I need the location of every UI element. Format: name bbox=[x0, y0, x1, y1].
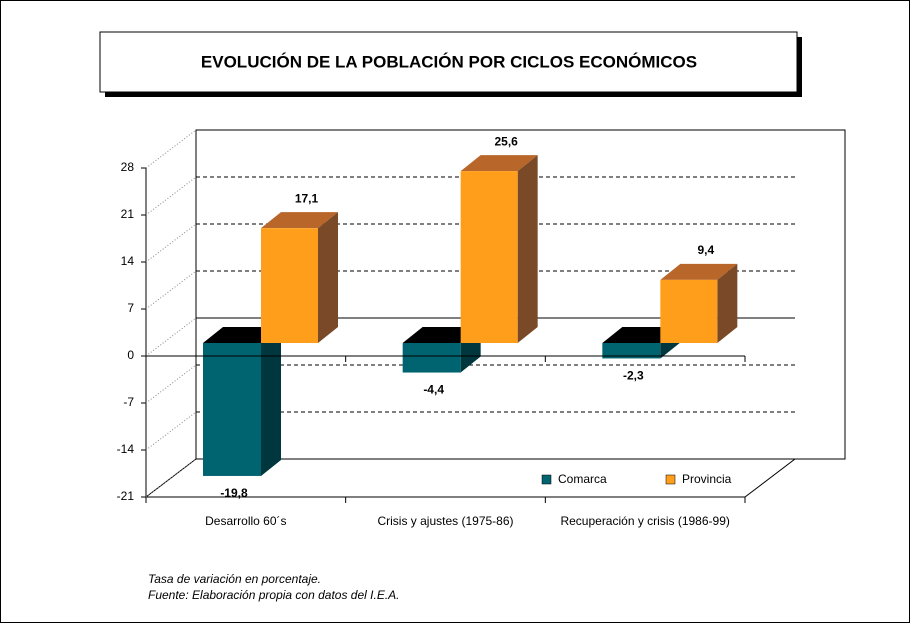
y-tick-label: 14 bbox=[121, 254, 135, 268]
grid-diagonal bbox=[145, 411, 197, 451]
bar-front bbox=[203, 343, 261, 476]
value-label: 17,1 bbox=[295, 191, 319, 205]
bar bbox=[203, 327, 281, 476]
bar-top bbox=[460, 155, 538, 172]
back-wall bbox=[195, 129, 846, 460]
grid-diagonal bbox=[145, 364, 197, 404]
value-label: 9,4 bbox=[697, 243, 714, 257]
bar-front bbox=[660, 279, 718, 343]
y-tick-label: -14 bbox=[117, 442, 135, 456]
bar-side bbox=[717, 263, 738, 343]
bar-front bbox=[261, 228, 318, 343]
grid-diagonal bbox=[145, 223, 197, 263]
legend-swatch bbox=[541, 474, 552, 485]
value-label: -2,3 bbox=[623, 369, 644, 383]
bar bbox=[660, 263, 738, 343]
y-tick-label: 21 bbox=[121, 207, 135, 221]
bar-front bbox=[402, 343, 461, 373]
footnote: Fuente: Elaboración propia con datos del… bbox=[148, 588, 400, 602]
value-label: -4,4 bbox=[423, 383, 444, 397]
bar bbox=[261, 212, 338, 343]
bar-side bbox=[517, 155, 538, 343]
value-label: -19,8 bbox=[220, 486, 248, 500]
bar-side bbox=[261, 327, 281, 476]
grid-diagonal bbox=[145, 129, 197, 169]
chart-title: EVOLUCIÓN DE LA POBLACIÓN POR CICLOS ECO… bbox=[201, 52, 697, 71]
bar-front bbox=[460, 171, 518, 343]
footnote: Tasa de variación en porcentaje. bbox=[148, 572, 322, 586]
bar-top bbox=[660, 263, 738, 280]
legend-label: Comarca bbox=[558, 472, 607, 486]
y-tick-label: -21 bbox=[117, 489, 135, 503]
x-tick-label: Crisis y ajustes (1975-86) bbox=[377, 514, 514, 528]
value-label: 25,6 bbox=[494, 134, 518, 148]
bar-top bbox=[261, 212, 338, 229]
grid-diagonal bbox=[145, 176, 197, 216]
bar-side bbox=[318, 212, 338, 343]
y-tick-label: 7 bbox=[127, 301, 134, 315]
grid-diagonal bbox=[145, 270, 197, 310]
legend-label: Provincia bbox=[682, 472, 732, 486]
x-tick-label: Recuperación y crisis (1986-99) bbox=[560, 514, 730, 528]
x-tick-label: Desarrollo 60´s bbox=[205, 514, 287, 528]
legend-swatch bbox=[665, 474, 676, 485]
bar-front bbox=[602, 343, 661, 359]
title-box bbox=[99, 31, 798, 93]
y-tick-label: -7 bbox=[123, 395, 134, 409]
grid-diagonal bbox=[145, 317, 197, 357]
y-tick-label: 28 bbox=[121, 160, 135, 174]
bar bbox=[460, 155, 538, 343]
y-tick-label: 0 bbox=[127, 348, 134, 362]
